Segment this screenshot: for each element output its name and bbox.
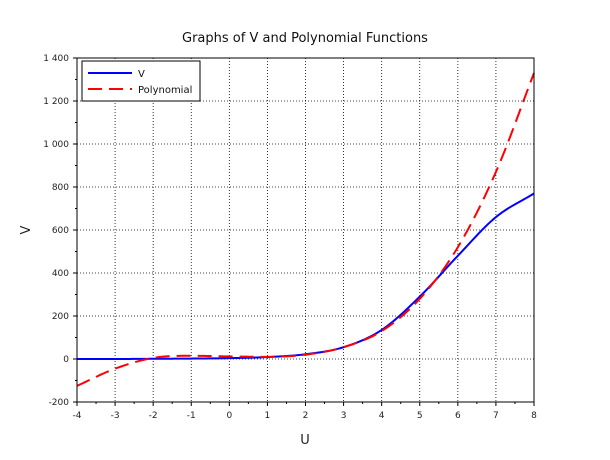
- legend-label-polynomial: Polynomial: [138, 85, 192, 96]
- legend-label-v: V: [138, 69, 145, 80]
- legend: V Polynomial: [81, 60, 201, 102]
- x-tick-label: 1: [265, 411, 271, 421]
- x-tick-label: 8: [531, 411, 537, 421]
- y-tick-label: 0: [63, 355, 69, 365]
- x-tick-label: -3: [111, 411, 120, 421]
- legend-box: [81, 60, 201, 102]
- x-tick-label: -2: [149, 411, 158, 421]
- x-tick-label: 4: [379, 411, 385, 421]
- series-line-polynomial: [76, 72, 535, 387]
- y-tick-label: -200: [49, 398, 70, 408]
- x-tick-label: -4: [73, 411, 82, 421]
- x-axis-label: U: [300, 433, 310, 448]
- x-tick-label: 3: [341, 411, 347, 421]
- x-tick-label: 6: [455, 411, 461, 421]
- y-tick-label: 1 400: [43, 54, 69, 64]
- x-tick-label: 0: [226, 411, 232, 421]
- y-tick-label: 600: [52, 226, 69, 236]
- y-tick-label: 400: [52, 269, 69, 279]
- chart-title: Graphs of V and Polynomial Functions: [182, 31, 428, 46]
- x-tick-label: 7: [493, 411, 499, 421]
- x-tick-label: -1: [187, 411, 196, 421]
- y-tick-label: 800: [52, 183, 69, 193]
- series-layer: [76, 72, 535, 387]
- ticks: -4 -3 -2 -1 0 1 2 3 4 5 6 7 8 -200 0 200 400 600 800 1 000 1…: [43, 54, 537, 421]
- y-axis-label: V: [19, 225, 34, 234]
- x-tick-label: 2: [303, 411, 309, 421]
- y-tick-label: 1 200: [43, 97, 69, 107]
- y-tick-label: 200: [52, 312, 69, 322]
- x-tick-label: 5: [417, 411, 423, 421]
- grid: [77, 58, 534, 402]
- y-tick-label: 1 000: [43, 140, 69, 150]
